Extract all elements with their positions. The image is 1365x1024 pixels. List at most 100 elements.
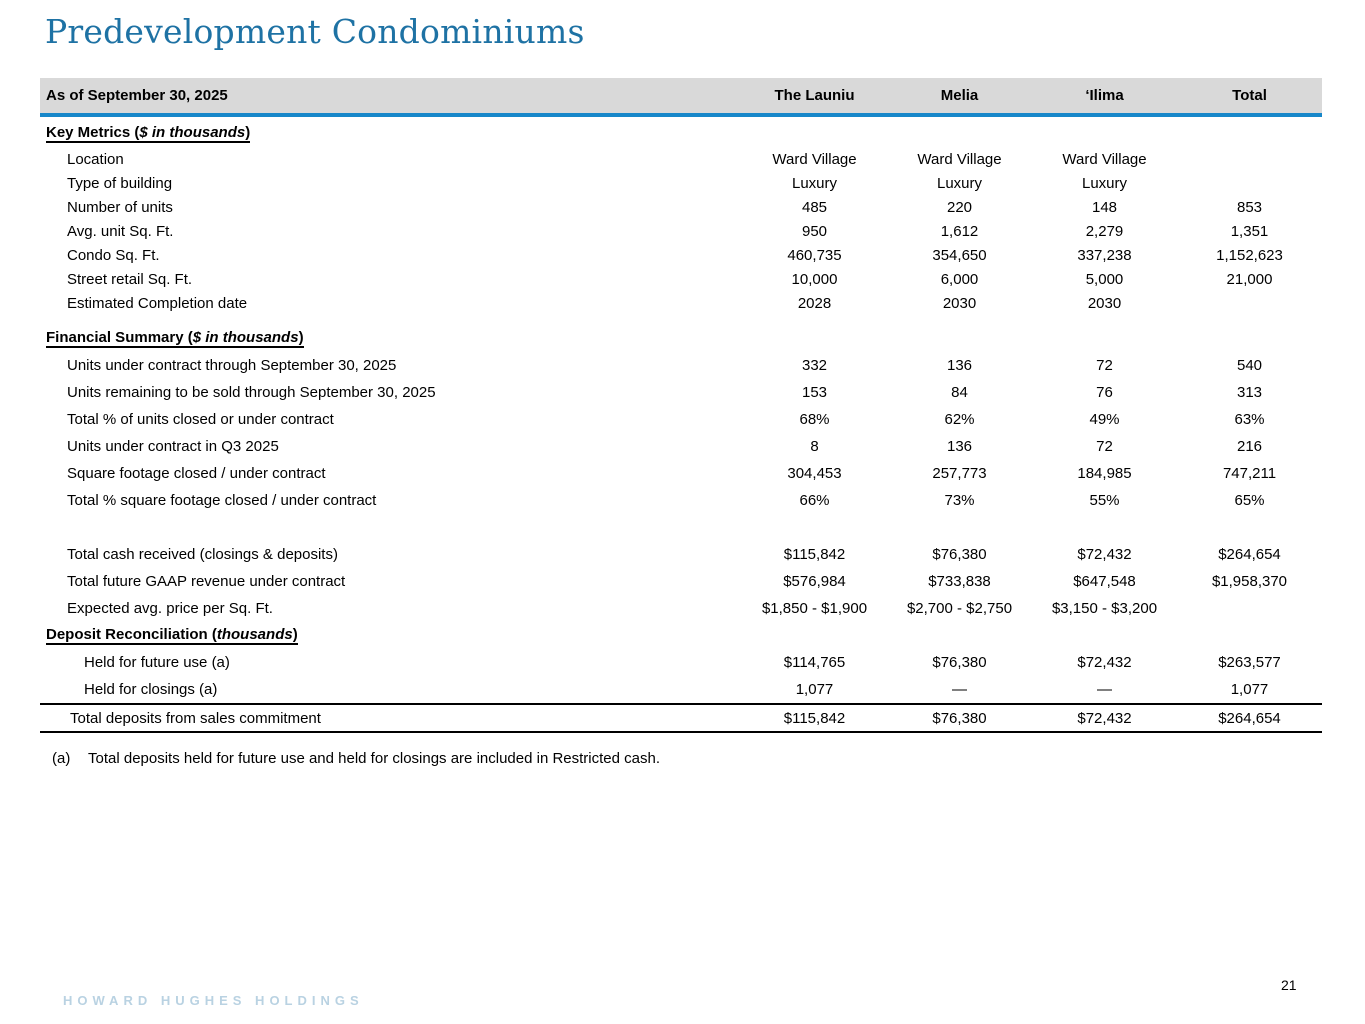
cell-melia: Ward Village xyxy=(917,150,1002,168)
cell-melia: 73% xyxy=(944,492,975,509)
cell-melia: 354,650 xyxy=(932,246,987,264)
table-row: Location Ward Village Ward Village Ward Vil… xyxy=(40,147,1322,171)
row-label: Held for future use (a) xyxy=(84,654,230,671)
cell-the-launiu: 304,453 xyxy=(787,465,842,482)
cell-ilima: Luxury xyxy=(1081,174,1128,192)
cell-ilima: 148 xyxy=(1091,198,1118,216)
cell-total: $263,577 xyxy=(1218,654,1281,671)
row-label: Total % square footage closed / under co… xyxy=(67,492,377,509)
row-label: Estimated Completion date xyxy=(67,294,248,312)
table-header-row: As of September 30, 2025 The Launiu Meli… xyxy=(40,78,1322,117)
table-body: Key Metrics ($ in thousands) Location Ward… xyxy=(40,120,1322,733)
row-label: Square footage closed / under contract xyxy=(67,465,326,482)
cell-total: 1,152,623 xyxy=(1216,246,1283,264)
row-label: Total deposits from sales commitment xyxy=(70,709,321,727)
condo-table: As of September 30, 2025 The Launiu Meli… xyxy=(40,78,1322,733)
table-row: Estimated Completion date 2028 2030 2030 xyxy=(40,291,1322,315)
cell-the-launiu: $576,984 xyxy=(783,573,846,590)
cell-total: 1,077 xyxy=(1230,681,1269,698)
footnote-marker: (a) xyxy=(52,750,71,767)
cell-ilima: — xyxy=(1097,681,1112,698)
cell-ilima: 2,279 xyxy=(1085,222,1124,240)
table-row: Condo Sq. Ft. 460,735 354,650 337,238 1,152,… xyxy=(40,243,1322,267)
page-title: Predevelopment Condominiums xyxy=(45,12,585,51)
column-header-total: Total xyxy=(1232,87,1267,104)
cell-the-launiu: 460,735 xyxy=(787,246,842,264)
column-header-melia: Melia xyxy=(940,87,979,104)
row-label: Units remaining to be sold through Septe… xyxy=(67,384,436,401)
cell-the-launiu: Ward Village xyxy=(772,150,857,168)
company-logo: HOWARD HUGHES HOLDINGS xyxy=(63,993,364,1008)
row-label: Total % of units closed or under contrac… xyxy=(67,411,334,428)
column-header-ilima: ‘Ilima xyxy=(1085,87,1124,104)
row-label: Number of units xyxy=(67,198,173,216)
table-row: Total % of units closed or under contrac… xyxy=(40,406,1322,433)
cell-the-launiu: $115,842 xyxy=(783,709,846,727)
row-label: Condo Sq. Ft. xyxy=(67,246,160,264)
table-row: Units under contract in Q3 2025 8 136 72 216 xyxy=(40,433,1322,460)
cell-melia: $76,380 xyxy=(932,546,987,563)
section-heading: Financial Summary ($ in thousands) xyxy=(46,329,304,348)
table-row: Square footage closed / under contract 30… xyxy=(40,460,1322,487)
cell-the-launiu: 66% xyxy=(799,492,830,509)
table-row: Held for closings (a) 1,077 — — 1,077 xyxy=(40,676,1322,703)
cell-melia: Luxury xyxy=(936,174,983,192)
cell-the-launiu: 8 xyxy=(810,438,819,455)
cell-total: 63% xyxy=(1234,411,1265,428)
cell-ilima: 72 xyxy=(1096,438,1113,455)
cell-ilima: Ward Village xyxy=(1062,150,1147,168)
cell-the-launiu: 153 xyxy=(801,384,828,401)
table-row: Units remaining to be sold through Septe… xyxy=(40,379,1322,406)
cell-total: 216 xyxy=(1236,438,1263,455)
cell-total: $264,654 xyxy=(1218,546,1281,563)
cell-melia: $733,838 xyxy=(928,573,991,590)
cell-ilima: 5,000 xyxy=(1085,270,1124,288)
cell-the-launiu: 950 xyxy=(801,222,828,240)
cell-the-launiu: 332 xyxy=(801,357,828,374)
cell-melia: $76,380 xyxy=(932,654,987,671)
cell-total: 21,000 xyxy=(1226,270,1273,288)
table-row: Total deposits from sales commitment $115… xyxy=(40,703,1322,733)
table-row: Held for future use (a) $114,765 $76,380 $7… xyxy=(40,649,1322,676)
table-row: Number of units 485 220 148 853 xyxy=(40,195,1322,219)
as-of-label: As of September 30, 2025 xyxy=(46,87,228,104)
cell-the-launiu: 1,077 xyxy=(795,681,834,698)
cell-melia: 257,773 xyxy=(932,465,987,482)
cell-melia: 6,000 xyxy=(940,270,979,288)
cell-the-launiu: 10,000 xyxy=(791,270,838,288)
cell-ilima: 76 xyxy=(1096,384,1113,401)
cell-melia: 1,612 xyxy=(940,222,979,240)
table-row: Total % square footage closed / under co… xyxy=(40,487,1322,514)
cell-total: 853 xyxy=(1236,198,1263,216)
cell-ilima: $3,150 - $3,200 xyxy=(1051,600,1158,617)
cell-the-launiu: $1,850 - $1,900 xyxy=(761,600,868,617)
table-row: Total cash received (closings & deposits… xyxy=(40,541,1322,568)
cell-melia: 136 xyxy=(946,357,973,374)
table-row xyxy=(40,514,1322,541)
cell-the-launiu: 68% xyxy=(799,411,830,428)
footnote: (a) Total deposits held for future use a… xyxy=(52,750,660,767)
cell-melia: 84 xyxy=(951,384,968,401)
cell-ilima: 72 xyxy=(1096,357,1113,374)
cell-ilima: $647,548 xyxy=(1073,573,1136,590)
cell-the-launiu: Luxury xyxy=(791,174,838,192)
column-header-the-launiu: The Launiu xyxy=(774,87,855,104)
row-label: Units under contract in Q3 2025 xyxy=(67,438,279,455)
cell-melia: — xyxy=(952,681,967,698)
cell-the-launiu: 2028 xyxy=(797,294,832,312)
cell-ilima: $72,432 xyxy=(1077,654,1132,671)
row-label: Type of building xyxy=(67,174,173,192)
table-row: Units under contract through September 3… xyxy=(40,352,1322,379)
cell-melia: $76,380 xyxy=(932,709,987,727)
row-label: Street retail Sq. Ft. xyxy=(67,270,193,288)
footnote-text: Total deposits held for future use and h… xyxy=(88,750,660,767)
table-row: Type of building Luxury Luxury Luxury xyxy=(40,171,1322,195)
cell-ilima: 2030 xyxy=(1087,294,1122,312)
cell-total: $264,654 xyxy=(1218,709,1281,727)
cell-the-launiu: $115,842 xyxy=(783,546,846,563)
table-row: Total future GAAP revenue under contract… xyxy=(40,568,1322,595)
cell-ilima: $72,432 xyxy=(1077,709,1132,727)
cell-total: 65% xyxy=(1234,492,1265,509)
cell-melia: $2,700 - $2,750 xyxy=(906,600,1013,617)
cell-total: 747,211 xyxy=(1222,465,1277,482)
